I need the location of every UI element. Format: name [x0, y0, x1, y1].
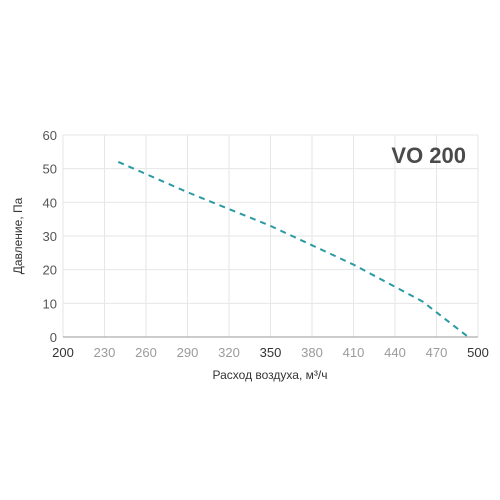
x-axis-title: Расход воздуха, м³/ч [213, 368, 328, 382]
y-tick-label-0: 0 [50, 330, 57, 345]
y-tick-label-60: 60 [43, 128, 57, 143]
y-tick-label-10: 10 [43, 296, 57, 311]
tick-labels: 200 230 260 290 320 350 380 410 440 470 500 0 10 20 30… [43, 128, 489, 360]
x-tick-label-410: 410 [343, 345, 365, 360]
x-tick-label-290: 290 [177, 345, 199, 360]
x-tick-label-470: 470 [426, 345, 448, 360]
x-tick-label-260: 260 [135, 345, 157, 360]
x-tick-label-500: 500 [467, 345, 489, 360]
x-tick-label-230: 230 [94, 345, 116, 360]
series-line-0 [117, 160, 469, 338]
x-tick-label-320: 320 [218, 345, 240, 360]
x-tick-label-350: 350 [260, 345, 282, 360]
y-tick-label-20: 20 [43, 263, 57, 278]
y-axis-title: Давление, Па [11, 197, 25, 274]
y-tick-label-40: 40 [43, 195, 57, 210]
chart-title: VO 200 [391, 143, 466, 168]
series [117, 160, 469, 338]
x-tick-label-440: 440 [384, 345, 406, 360]
x-tick-label-200: 200 [52, 345, 74, 360]
y-tick-label-50: 50 [43, 162, 57, 177]
x-tick-label-380: 380 [301, 345, 323, 360]
y-tick-label-30: 30 [43, 229, 57, 244]
grid [62, 134, 479, 337]
